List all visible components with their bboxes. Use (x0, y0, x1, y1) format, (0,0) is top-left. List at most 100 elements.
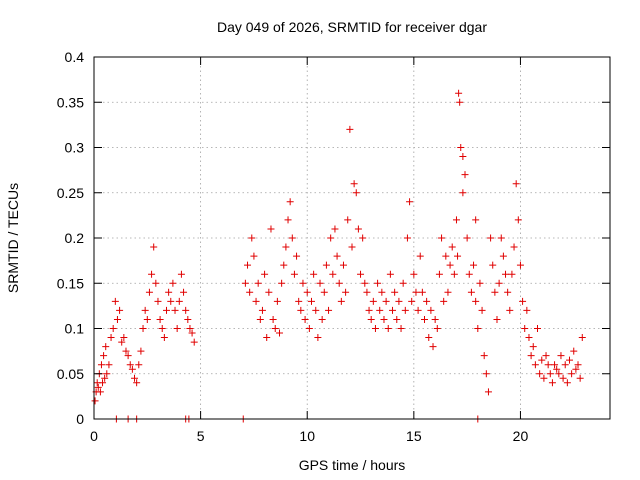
data-point (519, 297, 527, 305)
data-point (350, 180, 358, 188)
data-point (126, 361, 134, 369)
data-point (578, 334, 586, 342)
data-point (139, 325, 147, 332)
data-point (303, 288, 311, 296)
data-point (410, 270, 418, 278)
data-point (94, 383, 102, 391)
data-point (288, 234, 296, 242)
data-point (440, 297, 448, 305)
data-point (506, 306, 514, 314)
data-point (531, 361, 539, 369)
data-point (314, 334, 322, 342)
data-point (544, 361, 552, 369)
data-point (455, 89, 463, 97)
data-point (96, 388, 104, 396)
data-point (380, 315, 388, 323)
data-point (354, 225, 362, 233)
data-point (438, 234, 446, 242)
data-point (107, 334, 115, 342)
data-point (331, 225, 339, 233)
data-point (495, 279, 503, 287)
data-point (521, 325, 529, 332)
data-point (493, 315, 501, 323)
grid-lines (94, 57, 610, 419)
data-point (111, 297, 119, 305)
y-tick-label: 0.3 (65, 140, 85, 156)
data-point (177, 270, 185, 278)
y-tick-label: 0.05 (57, 366, 84, 382)
data-point (118, 338, 126, 346)
data-point (97, 361, 105, 369)
data-point (333, 252, 341, 260)
data-point (397, 325, 405, 332)
data-point (120, 334, 128, 342)
data-point (487, 234, 495, 242)
data-point (186, 325, 194, 332)
data-point (476, 279, 484, 287)
data-point (160, 334, 168, 342)
data-point (359, 234, 367, 242)
data-point (454, 252, 462, 260)
x-tick-label: 10 (299, 428, 315, 444)
data-point (105, 361, 113, 369)
data-point (282, 243, 290, 251)
data-point (570, 347, 578, 355)
data-point (431, 315, 439, 323)
data-point (156, 315, 164, 323)
data-point (184, 315, 192, 323)
data-point (299, 279, 307, 287)
data-point (425, 334, 433, 342)
data-point (557, 352, 565, 360)
data-point (263, 334, 271, 342)
data-point (418, 288, 426, 296)
data-point (576, 374, 584, 382)
data-point (378, 288, 386, 296)
data-point (514, 216, 522, 224)
data-point (491, 288, 499, 296)
data-point (318, 315, 326, 323)
data-point (137, 347, 145, 355)
data-point (278, 279, 286, 287)
y-tick-label: 0.25 (57, 185, 84, 201)
data-point (527, 352, 535, 360)
data-points (91, 89, 586, 423)
data-point (551, 361, 559, 369)
data-point (480, 352, 488, 360)
data-point (167, 297, 175, 305)
data-point (173, 325, 181, 332)
data-point (103, 370, 111, 378)
data-point (448, 243, 456, 251)
y-tick-label: 0.1 (65, 321, 85, 337)
data-point (269, 315, 277, 323)
data-point (265, 288, 273, 296)
data-point (384, 325, 392, 332)
data-point (429, 343, 437, 351)
data-point (271, 325, 279, 332)
data-point (335, 279, 343, 287)
data-point (101, 374, 109, 382)
data-point (482, 370, 490, 378)
data-point (574, 361, 582, 369)
data-point (529, 343, 537, 351)
data-point (563, 379, 571, 387)
data-point (250, 252, 258, 260)
data-point (280, 261, 288, 269)
data-point (457, 144, 465, 151)
data-point (325, 306, 333, 314)
data-point (320, 288, 328, 296)
data-point (450, 270, 458, 278)
data-point (141, 306, 149, 314)
data-point (393, 315, 401, 323)
data-point (344, 216, 352, 224)
data-point (403, 234, 411, 242)
data-point (307, 297, 315, 305)
data-point (456, 98, 464, 106)
data-point (538, 356, 546, 364)
data-point (152, 279, 160, 287)
data-point (435, 270, 443, 278)
data-point (131, 374, 139, 382)
x-tick-label: 15 (406, 428, 422, 444)
data-point (169, 279, 177, 287)
data-point (467, 288, 475, 296)
data-point (276, 329, 284, 337)
